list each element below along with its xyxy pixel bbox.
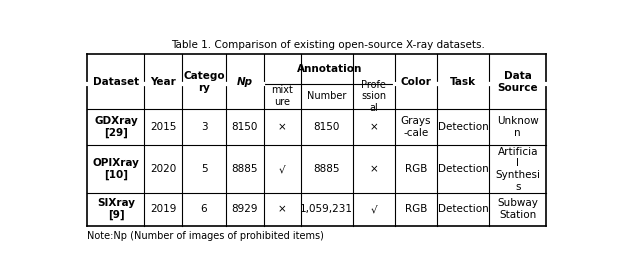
Text: 8885: 8885 [232,164,258,174]
Text: Subway
Station: Subway Station [497,198,538,220]
Text: Profe
ssion
al: Profe ssion al [362,80,387,113]
Text: Unknow
n: Unknow n [497,117,539,138]
Text: Color: Color [401,77,431,87]
Text: Detection: Detection [438,122,488,132]
Text: Detection: Detection [438,204,488,214]
Text: GDXray
[29]: GDXray [29] [94,116,138,138]
Text: Note:Np (Number of images of prohibited items): Note:Np (Number of images of prohibited … [88,231,324,241]
Text: RGB: RGB [405,164,428,174]
Text: RGB: RGB [405,204,428,214]
Text: Annotation: Annotation [296,64,362,74]
Text: ×: × [369,122,378,132]
Text: 6: 6 [201,204,207,214]
Text: √: √ [279,164,285,174]
Text: ×: × [278,204,287,214]
Text: Task: Task [450,77,476,87]
Text: 8150: 8150 [232,122,258,132]
Text: ×: × [369,164,378,174]
Text: 8929: 8929 [232,204,258,214]
Text: 8150: 8150 [314,122,340,132]
Text: 2015: 2015 [150,122,176,132]
Text: Number: Number [307,91,346,101]
Text: 5: 5 [201,164,207,174]
Text: ×: × [278,122,287,132]
Text: Table 1. Comparison of existing open-source X-ray datasets.: Table 1. Comparison of existing open-sou… [171,40,485,50]
Text: mixt
ure: mixt ure [271,85,293,107]
Text: Grays
-cale: Grays -cale [401,117,431,138]
Text: 3: 3 [201,122,207,132]
Text: 2020: 2020 [150,164,176,174]
Text: Data
Source: Data Source [497,71,538,92]
Text: Detection: Detection [438,164,488,174]
Text: 8885: 8885 [314,164,340,174]
Text: Year: Year [150,77,176,87]
Text: Np: Np [237,77,253,87]
Text: OPIXray
[10]: OPIXray [10] [93,158,140,180]
Text: Dataset: Dataset [93,77,139,87]
Text: Catego
ry: Catego ry [183,71,225,92]
Text: √: √ [371,204,377,214]
Text: 1,059,231: 1,059,231 [300,204,353,214]
Text: SIXray
[9]: SIXray [9] [97,198,135,220]
Text: Artificia
l
Synthesi
s: Artificia l Synthesi s [495,147,540,192]
Text: 2019: 2019 [150,204,176,214]
